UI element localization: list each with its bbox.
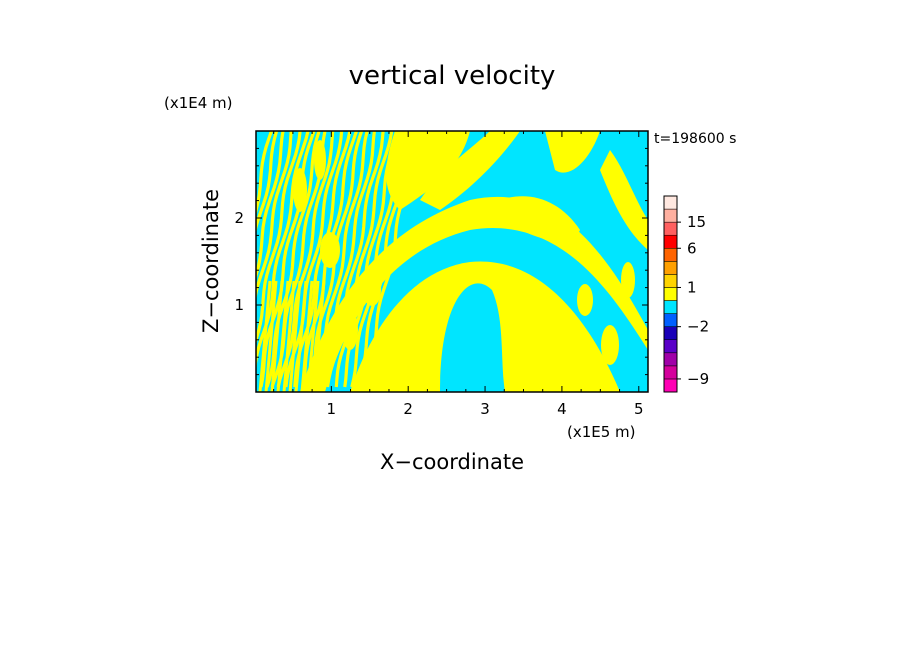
field-stripe — [288, 280, 302, 392]
x-tick-label: 4 — [557, 400, 567, 418]
field-stripe — [282, 280, 296, 392]
field-stripe — [256, 131, 279, 234]
field-stripe — [293, 131, 352, 388]
field-stripe — [276, 131, 335, 388]
colorbar-segment — [663, 300, 678, 314]
field-blob — [601, 325, 619, 365]
field-blob — [320, 232, 340, 268]
field-region — [545, 131, 600, 173]
field-blob — [293, 168, 307, 212]
time-label: t=198600 s — [654, 131, 736, 147]
colorbar-segment — [663, 365, 678, 380]
colorbar-segment — [663, 378, 678, 393]
field-stripe — [294, 280, 308, 392]
field-stripe — [256, 131, 310, 374]
field-region — [600, 150, 648, 250]
x-axis: 1 2 3 4 5 — [273, 131, 644, 418]
x-unit-label: (x1E5 m) — [567, 423, 636, 441]
y-axis: 12 — [234, 147, 648, 376]
chart-title: vertical velocity — [349, 61, 556, 91]
colorbar-segment — [663, 313, 678, 327]
field-stripe — [264, 280, 278, 392]
colorbar-segment — [663, 208, 678, 223]
field-blob — [546, 322, 564, 358]
y-axis-title: Z−coordinate — [199, 189, 223, 333]
x-tick-label: 1 — [327, 400, 337, 418]
field-stripe — [256, 131, 302, 345]
y-unit-label: (x1E4 m) — [164, 94, 233, 112]
colorbar-segment — [663, 339, 678, 354]
colorbar-frame — [663, 195, 678, 393]
field-stripe — [265, 131, 321, 388]
colorbar-label: −9 — [687, 370, 709, 388]
field-stripe — [256, 131, 285, 281]
field-blob — [510, 278, 530, 322]
x-tick-label: 5 — [634, 400, 644, 418]
colorbar-segment — [663, 287, 678, 301]
field-stripe — [276, 280, 290, 392]
field-stripe — [256, 131, 293, 302]
field-stripe — [284, 131, 344, 388]
field-pattern — [256, 131, 648, 392]
field-blob — [314, 140, 326, 180]
field-blob — [410, 286, 426, 314]
colorbar-label: 15 — [687, 213, 706, 231]
field-blob — [621, 262, 635, 298]
colorbar-label: −2 — [687, 318, 709, 336]
field-core — [440, 283, 505, 392]
plot-frame — [255, 130, 649, 393]
x-tick-label: 3 — [480, 400, 490, 418]
field-region — [420, 131, 520, 210]
field-stripe — [256, 131, 274, 216]
colorbar: 15 6 1 −2 −9 — [663, 195, 709, 393]
y-tick-label: 1 — [234, 296, 244, 314]
x-axis-title: X−coordinate — [380, 450, 524, 474]
colorbar-segment — [663, 326, 678, 340]
colorbar-segment — [663, 195, 678, 210]
field-blob — [363, 274, 381, 306]
colorbar-label: 6 — [687, 239, 697, 257]
field-region — [386, 131, 470, 210]
x-tick-label: 2 — [403, 400, 413, 418]
field-region — [300, 196, 648, 392]
field-blob — [577, 284, 593, 316]
field-region — [500, 196, 580, 242]
plot-area — [256, 131, 648, 392]
field-stripe — [300, 280, 314, 392]
colorbar-segment — [663, 352, 678, 367]
field-stripe — [258, 280, 272, 392]
colorbar-segment — [663, 248, 678, 262]
colorbar-segment — [663, 274, 678, 288]
field-blob — [342, 310, 358, 350]
colorbar-segment — [663, 221, 678, 236]
colorbar-label: 1 — [687, 278, 697, 296]
colorbar-segment — [663, 261, 678, 275]
y-tick-label: 2 — [234, 209, 244, 227]
field-stripe — [270, 280, 284, 392]
field-blob — [388, 327, 408, 363]
colorbar-segment — [663, 234, 678, 249]
